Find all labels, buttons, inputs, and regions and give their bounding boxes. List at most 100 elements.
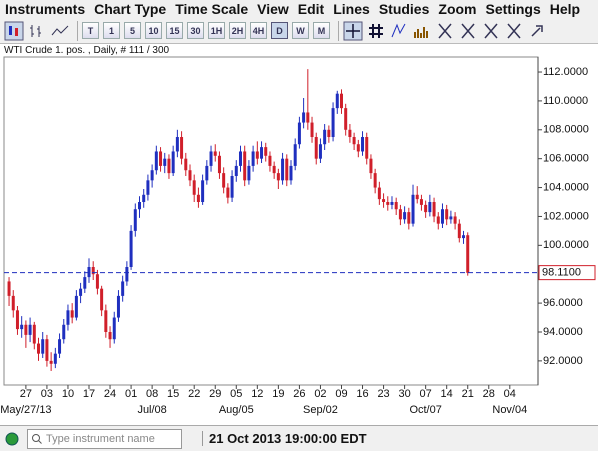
candle-body	[272, 165, 276, 174]
candle-body	[100, 288, 104, 311]
candle-body	[264, 147, 268, 156]
candle-body	[445, 209, 449, 220]
menu-item[interactable]: View	[257, 1, 289, 17]
menu-item[interactable]: Chart Type	[94, 1, 167, 17]
candle-body	[419, 199, 423, 205]
grid-icon[interactable]	[366, 21, 386, 41]
x-tick-label: 22	[188, 388, 200, 400]
timeframe-button[interactable]: T	[82, 22, 99, 39]
status-bar: Type instrument name 21 Oct 2013 19:00:0…	[0, 425, 598, 451]
timeframe-button[interactable]: 10	[145, 22, 162, 39]
candle-body	[83, 277, 87, 289]
x-tick-label: 09	[335, 388, 347, 400]
candle-body	[344, 108, 348, 130]
candle-body	[377, 187, 381, 200]
bar-icon[interactable]	[27, 21, 47, 41]
line-icon[interactable]	[50, 21, 70, 41]
candle-body	[453, 216, 457, 224]
timeframe-button[interactable]: M	[313, 22, 330, 39]
draw-icon-3[interactable]	[481, 21, 501, 41]
candle-body	[390, 202, 394, 205]
candle-body	[243, 151, 247, 181]
search-placeholder: Type instrument name	[46, 432, 155, 445]
x-month-label: Oct/07	[409, 404, 441, 416]
candle-body	[310, 122, 314, 138]
menu-item[interactable]: Studies	[378, 1, 430, 17]
menu-item[interactable]: Lines	[333, 1, 370, 17]
candle-body	[424, 204, 428, 213]
timeframe-button[interactable]: 30	[187, 22, 204, 39]
candle-body	[49, 360, 53, 364]
candle-body	[11, 295, 15, 311]
candle-body	[171, 151, 175, 174]
draw-icon-4[interactable]	[504, 21, 524, 41]
candle-body	[306, 112, 310, 123]
x-tick-label: 21	[462, 388, 474, 400]
menu-item[interactable]: Edit	[297, 1, 325, 17]
candle-body	[318, 144, 322, 159]
candle-body	[87, 267, 91, 278]
timeframe-button[interactable]: 4H	[250, 22, 267, 39]
candle-body	[255, 151, 259, 159]
menu-item[interactable]: Help	[549, 1, 581, 17]
x-tick-label: 14	[441, 388, 453, 400]
candle-body	[222, 173, 226, 188]
timeframe-button[interactable]: D	[271, 22, 288, 39]
x-tick-label: 19	[272, 388, 284, 400]
x-month-label: Sep/02	[303, 404, 338, 416]
draw-icon-1[interactable]	[435, 21, 455, 41]
timeframe-button[interactable]: W	[292, 22, 309, 39]
x-tick-label: 29	[209, 388, 221, 400]
candle-body	[352, 137, 356, 145]
x-tick-label: 07	[420, 388, 432, 400]
chart-title: WTI Crude 1. pos. , Daily, # 111 / 300	[4, 45, 170, 56]
candle-body	[293, 144, 297, 166]
y-tick-label: 94.0000	[543, 326, 583, 338]
candle-body	[217, 155, 221, 174]
candle-body	[297, 122, 301, 145]
timeframe-button[interactable]: 2H	[229, 22, 246, 39]
candle-body	[79, 288, 83, 296]
delete-icon[interactable]	[527, 21, 547, 41]
menu-item[interactable]: Zoom	[438, 1, 477, 17]
timeframe-button[interactable]: 15	[166, 22, 183, 39]
draw-icon-2[interactable]	[458, 21, 478, 41]
candle-body	[137, 202, 141, 210]
candle-body	[125, 267, 129, 282]
x-tick-label: 27	[20, 388, 32, 400]
volume-icon[interactable]	[412, 21, 432, 41]
instrument-search[interactable]: Type instrument name	[27, 428, 182, 449]
x-tick-label: 30	[398, 388, 410, 400]
x-tick-label: 17	[83, 388, 95, 400]
x-tick-label: 15	[167, 388, 179, 400]
menu-item[interactable]: Settings	[485, 1, 541, 17]
candle-body	[150, 170, 154, 181]
timeframe-button[interactable]: 1	[103, 22, 120, 39]
candle-body	[175, 137, 179, 152]
candle-body	[226, 187, 230, 198]
candle-body	[70, 310, 74, 318]
timeframe-button[interactable]: 5	[124, 22, 141, 39]
candle-body	[32, 324, 36, 344]
candle-icon[interactable]	[4, 21, 24, 41]
candle-body	[129, 230, 133, 268]
scale-icon[interactable]	[389, 21, 409, 41]
candle-body	[339, 93, 343, 109]
candle-body	[289, 165, 293, 181]
candle-body	[24, 324, 28, 335]
candle-body	[398, 209, 402, 220]
candle-body	[205, 165, 209, 181]
crosshair-icon[interactable]	[343, 21, 363, 41]
candle-body	[201, 180, 205, 203]
candle-body	[213, 151, 217, 156]
candle-body	[436, 216, 440, 224]
candle-body	[154, 151, 158, 171]
timeframe-button[interactable]: 1H	[208, 22, 225, 39]
menu-item[interactable]: Instruments	[5, 1, 86, 17]
candle-body	[196, 194, 200, 203]
current-price-label: 98.1100	[542, 267, 581, 279]
plot-area	[3, 56, 539, 386]
menu-item[interactable]: Time Scale	[175, 1, 249, 17]
candle-body	[281, 158, 285, 181]
toolbar: T 1 5 10 15 30 1H 2H 4H D W M	[0, 18, 598, 44]
